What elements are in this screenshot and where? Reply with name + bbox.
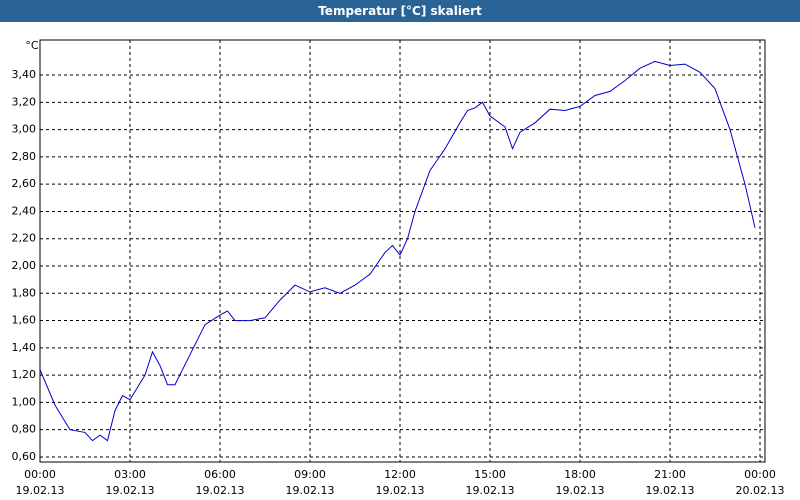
- x-tick-label: 19.02.13: [466, 484, 515, 497]
- y-tick-label: 1,80: [12, 286, 37, 299]
- x-tick-label: 15:00: [474, 468, 506, 481]
- y-tick-label: 3,40: [12, 68, 37, 81]
- x-tick-label: 00:00: [744, 468, 776, 481]
- y-tick-label: 1,00: [12, 395, 37, 408]
- y-tick-label: 3,00: [12, 123, 37, 136]
- x-tick-label: 06:00: [204, 468, 236, 481]
- x-tick-label: 19.02.13: [16, 484, 65, 497]
- plot-frame: [39, 39, 766, 463]
- x-tick-label: 19.02.13: [646, 484, 695, 497]
- y-tick-label: 1,20: [12, 368, 37, 381]
- y-tick-label: 2,40: [12, 204, 37, 217]
- x-tick-label: 20.02.13: [736, 484, 785, 497]
- title-bar: Temperatur [°C] skaliert: [0, 0, 800, 22]
- x-tick-label: 03:00: [114, 468, 146, 481]
- x-tick-label: 19.02.13: [286, 484, 335, 497]
- x-tick-label: 09:00: [294, 468, 326, 481]
- data-line: [39, 60, 756, 442]
- y-tick-label: 2,80: [12, 150, 37, 163]
- x-tick-label: 19.02.13: [376, 484, 425, 497]
- x-tick-label: 19.02.13: [106, 484, 155, 497]
- x-tick-label: 00:00: [24, 468, 56, 481]
- x-tick-label: 19.02.13: [196, 484, 245, 497]
- y-tick-label: 0,60: [12, 450, 37, 463]
- y-tick-label: 3,20: [12, 95, 37, 108]
- y-axis-label: °C: [25, 39, 39, 52]
- y-tick-label: 2,60: [12, 177, 37, 190]
- y-tick-label: 0,80: [12, 423, 37, 436]
- y-tick-label: 1,40: [12, 341, 37, 354]
- y-tick-label: 2,20: [12, 232, 37, 245]
- y-tick-label: 1,60: [12, 314, 37, 327]
- x-tick-label: 21:00: [654, 468, 686, 481]
- x-tick-label: 18:00: [564, 468, 596, 481]
- x-tick-label: 19.02.13: [556, 484, 605, 497]
- x-tick-label: 12:00: [384, 468, 416, 481]
- y-tick-label: 2,00: [12, 259, 37, 272]
